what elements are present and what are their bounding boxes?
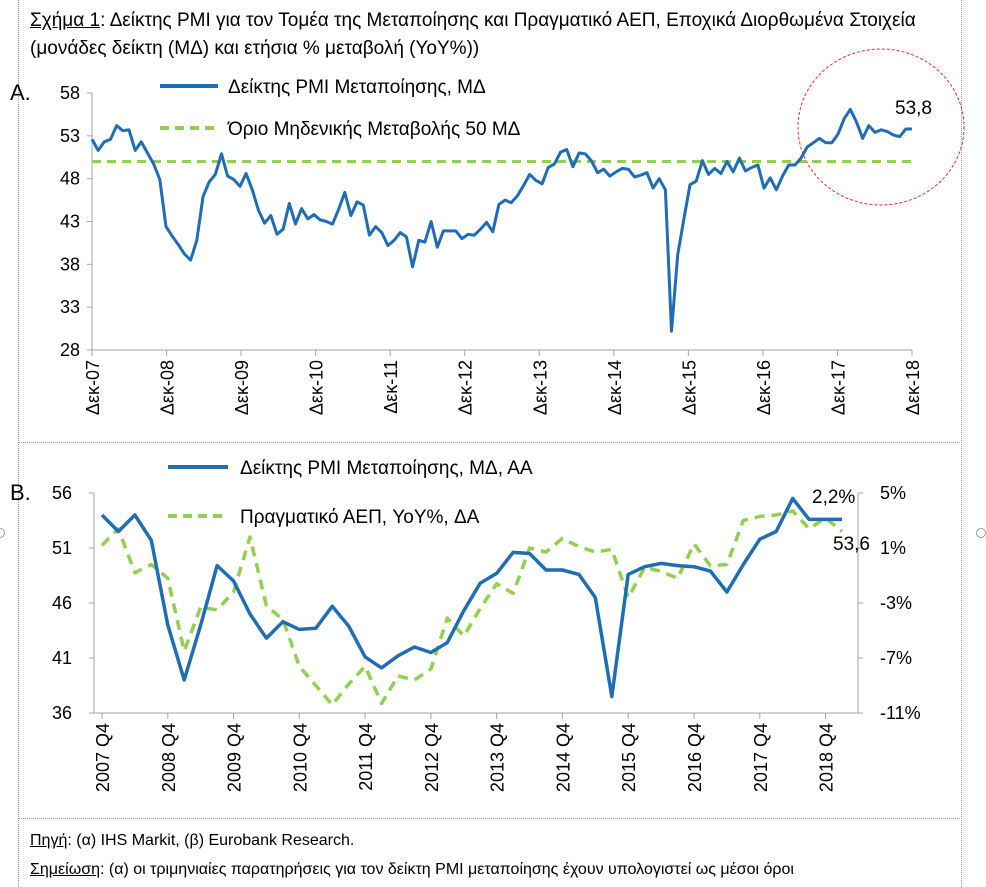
x-tick-label-b: 2009 Q4 [225, 723, 245, 792]
x-tick-label-b: 2017 Q4 [751, 723, 771, 792]
y-tick-label-a: 28 [60, 340, 80, 360]
source-note: Πηγή: (α) IHS Markit, (β) Eurobank Resea… [30, 832, 354, 850]
y-tick-label-left-b: 36 [52, 703, 72, 723]
y-tick-label-right-b: -3% [880, 593, 912, 613]
x-tick-label-a: Δεκ-14 [605, 360, 625, 415]
x-tick-label-a: Δεκ-12 [456, 360, 476, 415]
y-tick-label-a: 43 [60, 212, 80, 232]
x-tick-label-a: Δεκ-18 [903, 360, 923, 415]
y-tick-label-a: 53 [60, 126, 80, 146]
legend-label-pmi-b: Δείκτης PMI Μεταποίησης, ΜΔ, ΑΑ [240, 458, 533, 479]
x-tick-label-a: Δεκ-17 [828, 360, 848, 415]
x-tick-label-b: 2008 Q4 [159, 723, 179, 792]
note-label: Σημείωση [30, 861, 100, 878]
x-tick-label-a: Δεκ-10 [307, 360, 327, 415]
x-tick-label-b: 2016 Q4 [685, 723, 705, 792]
x-tick-label-b: 2011 Q4 [356, 723, 376, 791]
x-tick-label-b: 2012 Q4 [422, 723, 442, 792]
y-tick-label-left-b: 51 [52, 538, 72, 558]
legend-label-pmi: Δείκτης PMI Μεταποίησης, ΜΔ [228, 77, 486, 98]
series-pmi-line [90, 107, 912, 333]
x-tick-label-b: 2015 Q4 [619, 723, 639, 792]
y-tick-label-left-b: 56 [52, 483, 72, 503]
x-tick-label-a: Δεκ-15 [679, 360, 699, 415]
y-tick-label-a: 58 [60, 83, 80, 103]
annotation-gdp-last: 2,2% [812, 487, 855, 508]
x-tick-label-b: 2013 Q4 [488, 723, 508, 792]
figure-title-text: : Δείκτης PMI για τον Τομέα της Μεταποίη… [30, 10, 916, 59]
note-text: : (α) οι τριμηνιαίες παρατηρήσεις για το… [99, 861, 794, 878]
x-tick-label-a: Δεκ-13 [530, 360, 550, 415]
x-tick-label-b: 2014 Q4 [553, 723, 573, 792]
x-tick-label-a: Δεκ-08 [158, 360, 178, 415]
y-tick-label-right-b: 5% [880, 483, 906, 503]
y-tick-label-left-b: 41 [52, 648, 72, 668]
x-tick-label-a: Δεκ-11 [381, 360, 401, 414]
panel-separator [18, 442, 962, 443]
footer-separator [18, 818, 962, 819]
y-tick-label-right-b: 1% [880, 538, 906, 558]
x-tick-label-a: Δεκ-07 [83, 360, 103, 415]
y-tick-label-right-b: -7% [880, 648, 912, 668]
panel-a-letter: A. [10, 80, 31, 105]
x-tick-label-b: 2007 Q4 [93, 723, 113, 792]
y-tick-label-a: 33 [60, 297, 80, 317]
figure-title: Σχήμα 1: Δείκτης PMI για τον Τομέα της Μ… [30, 7, 960, 63]
x-tick-label-b: 2018 Q4 [817, 723, 837, 792]
series-gdp-line [100, 509, 844, 707]
y-tick-label-left-b: 46 [52, 593, 72, 613]
x-tick-label-a: Δεκ-09 [232, 360, 252, 415]
series-pmi-line-b [100, 496, 842, 699]
y-tick-label-a: 38 [60, 254, 80, 274]
figure-frame [18, 0, 962, 887]
legend-label-gdp: Πραγματικό ΑΕΠ, YoY%, ΔΑ [240, 507, 480, 528]
panel-b-letter: B. [10, 480, 31, 505]
source-text: : (α) IHS Markit, (β) Eurobank Research. [67, 832, 355, 849]
x-tick-label-b: 2010 Q4 [290, 723, 310, 792]
footnote: Σημείωση: (α) οι τριμηνιαίες παρατηρήσει… [30, 861, 794, 879]
annotation-pmi-last-b: 53,6 [833, 534, 870, 555]
highlight-circle [797, 48, 965, 206]
figure-label: Σχήμα 1 [30, 10, 101, 31]
y-tick-label-a: 48 [60, 169, 80, 189]
legend-label-threshold: Όριο Μηδενικής Μεταβολής 50 ΜΔ [227, 119, 521, 140]
annotation-last-value-a: 53,8 [895, 98, 932, 119]
y-tick-label-right-b: -11% [880, 703, 921, 723]
source-label: Πηγή [30, 832, 68, 849]
x-tick-label-a: Δεκ-16 [754, 360, 774, 415]
